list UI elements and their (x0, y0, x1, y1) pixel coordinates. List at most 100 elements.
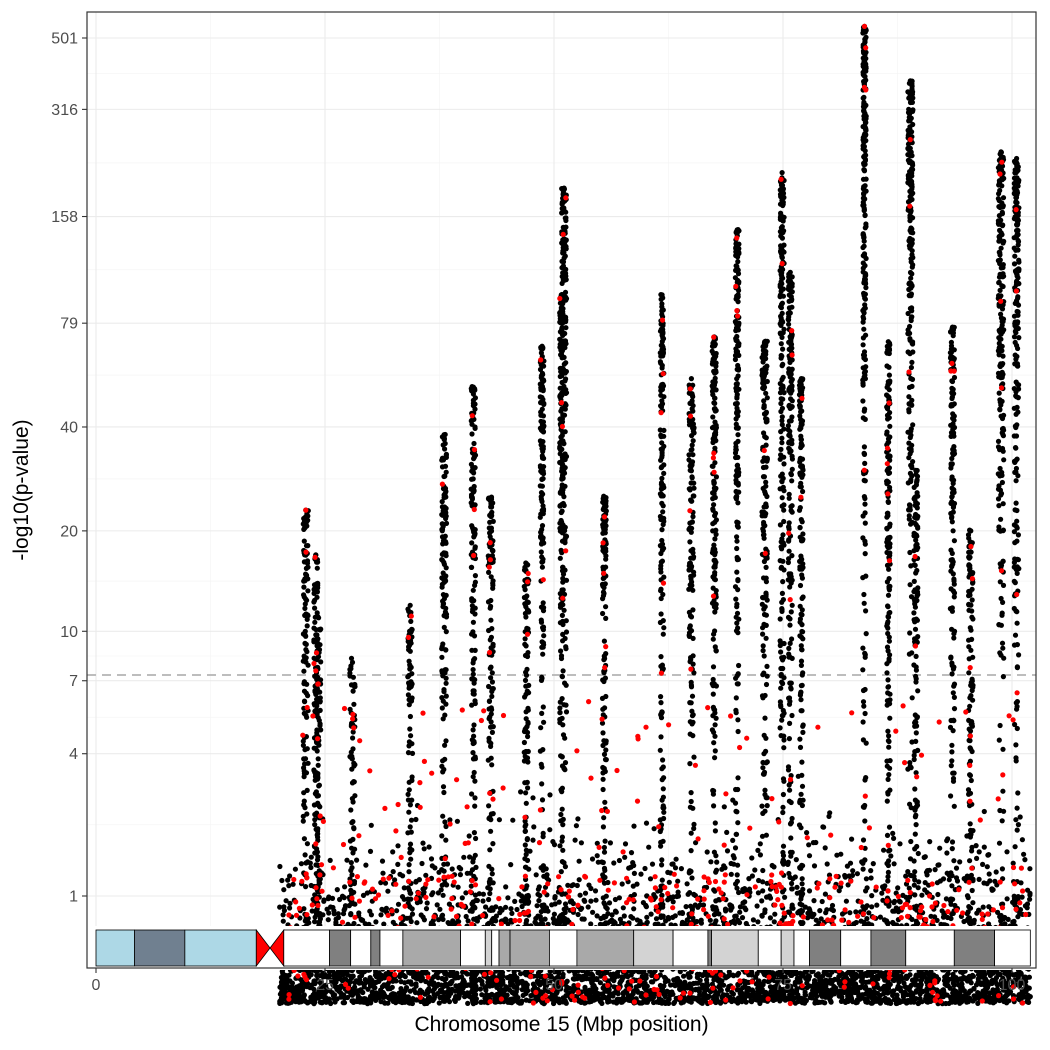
variant-point (435, 890, 441, 896)
variant-point (577, 892, 583, 898)
variant-point (512, 898, 518, 905)
variant-point (760, 982, 766, 988)
variant-point (426, 981, 433, 987)
variant-point (666, 879, 672, 885)
variant-point (454, 818, 460, 824)
variant-point (578, 840, 585, 846)
variant-point (799, 971, 805, 978)
variant-point (881, 847, 887, 853)
variant-point (822, 994, 828, 1000)
variant-point (309, 908, 315, 914)
variant-point (616, 857, 623, 864)
variant-point (940, 914, 947, 920)
variant-point (736, 920, 743, 926)
variant-point (449, 866, 455, 872)
variant-point (334, 887, 340, 893)
variant-point (574, 882, 580, 889)
variant-point (1022, 857, 1028, 863)
variant-point (754, 971, 760, 977)
variant-point (473, 996, 479, 1002)
variant-point (369, 980, 375, 987)
variant-point (704, 977, 710, 983)
variant-point (503, 884, 509, 890)
variant-point (674, 980, 680, 986)
variant-point (336, 971, 342, 977)
variant-point (487, 992, 493, 999)
variant-point (977, 980, 984, 986)
variant-point (588, 998, 594, 1005)
variant-point (805, 974, 811, 980)
variant-point (932, 867, 938, 873)
variant-point (928, 913, 934, 919)
variant-point (697, 977, 703, 984)
variant-point (728, 906, 734, 912)
variant-point (583, 1000, 589, 1006)
variant-point (750, 917, 757, 923)
variant-point (582, 898, 588, 904)
variant-point (611, 860, 617, 866)
variant-point (670, 899, 676, 905)
variant-point (534, 903, 540, 909)
variant-point (478, 999, 485, 1005)
variant-point (864, 903, 870, 909)
variant-point (729, 989, 735, 995)
variant-point (699, 1000, 705, 1006)
variant-point (950, 988, 957, 995)
variant-point (508, 982, 514, 988)
variant-point (519, 978, 525, 985)
variant-point (836, 974, 842, 980)
variant-point (327, 857, 333, 864)
variant-point (575, 816, 581, 822)
variant-point (823, 910, 829, 916)
variant-point (413, 816, 419, 823)
variant-point (612, 920, 618, 926)
variant-point (735, 995, 742, 1001)
variant-point (783, 969, 789, 975)
variant-point (993, 869, 999, 875)
variant-point (972, 996, 978, 1002)
variant-point (437, 906, 443, 912)
variant-point (810, 840, 817, 846)
variant-point (378, 976, 384, 982)
variant-point (1004, 896, 1010, 902)
variant-point (337, 896, 343, 903)
variant-point (822, 845, 828, 851)
variant-point (704, 849, 710, 855)
variant-point (888, 853, 894, 859)
variant-point (850, 999, 856, 1005)
variant-point (563, 979, 569, 986)
variant-point (719, 978, 725, 984)
variant-point (685, 985, 691, 991)
variant-point (1019, 894, 1025, 900)
variant-point (466, 833, 472, 839)
variant-point (533, 872, 539, 878)
variant-point (446, 901, 452, 907)
variant-point (607, 840, 614, 846)
variant-point (665, 869, 671, 876)
variant-point (609, 992, 615, 998)
variant-point (743, 999, 749, 1005)
variant-point (886, 824, 893, 830)
variant-point (595, 970, 601, 976)
variant-point (334, 984, 340, 991)
variant-point (755, 847, 761, 854)
variant-point (609, 976, 615, 982)
variant-point (828, 993, 834, 999)
variant-point (986, 871, 992, 877)
variant-point (1027, 896, 1033, 902)
variant-point (544, 875, 550, 881)
variant-point (622, 854, 628, 860)
variant-point (420, 840, 426, 846)
variant-point (981, 844, 987, 850)
variant-point (701, 984, 707, 990)
variant-point (799, 876, 805, 882)
variant-point (440, 892, 446, 898)
variant-point (917, 996, 923, 1002)
variant-point (883, 999, 889, 1005)
variant-point (767, 915, 774, 921)
variant-point (589, 856, 596, 862)
variant-point (509, 977, 515, 983)
variant-point (940, 876, 947, 882)
variant-point (825, 978, 831, 984)
variant-point (949, 999, 955, 1005)
